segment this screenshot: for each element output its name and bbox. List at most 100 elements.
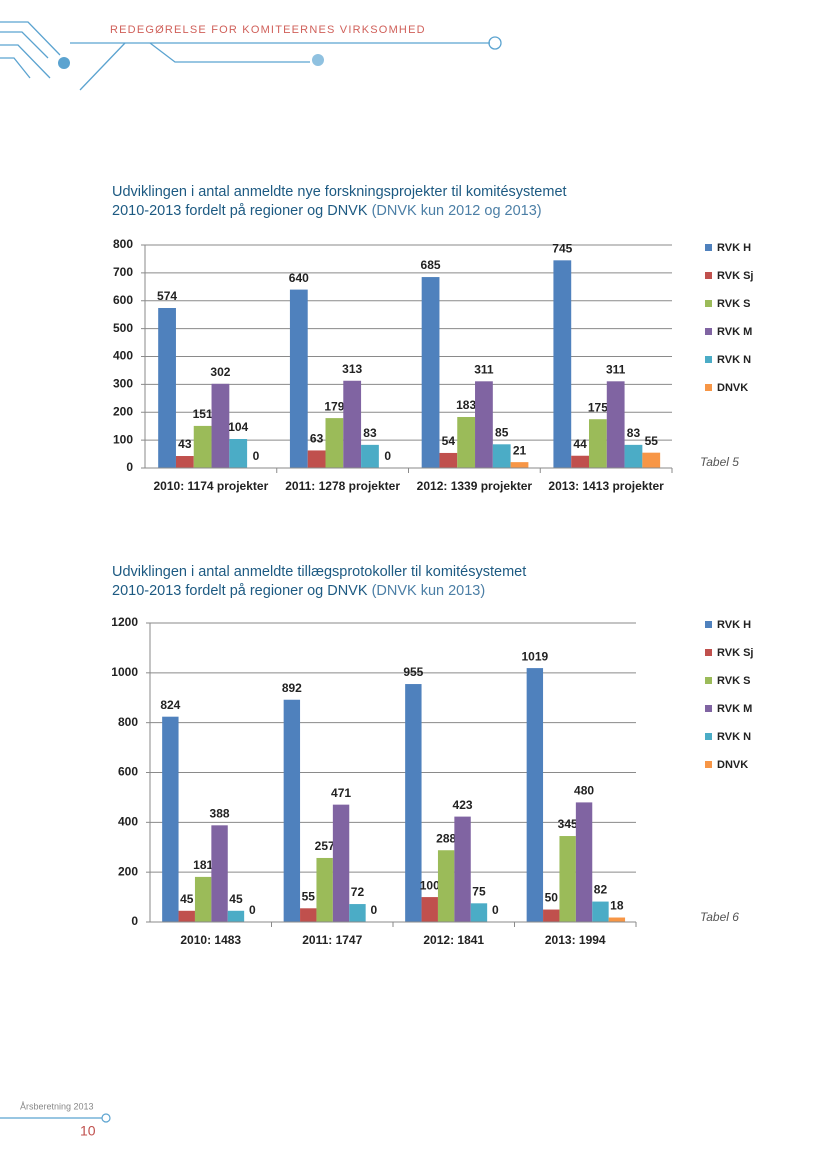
legend-label: RVK N — [717, 731, 751, 743]
data-label: 55 — [645, 434, 659, 448]
legend-swatch — [705, 649, 712, 656]
y-tick-label: 200 — [118, 864, 138, 878]
data-label: 44 — [573, 437, 587, 451]
data-label: 83 — [363, 426, 377, 440]
x-tick-label: 2010: 1483 — [180, 933, 241, 947]
data-label: 45 — [180, 892, 194, 906]
x-tick-label: 2010: 1174 projekter — [154, 479, 269, 493]
bar — [553, 260, 572, 468]
data-label: 0 — [371, 903, 378, 917]
bar — [343, 380, 362, 468]
data-label: 955 — [403, 665, 423, 679]
y-tick-label: 400 — [118, 815, 138, 829]
legend-label: RVK M — [717, 326, 752, 338]
data-label: 480 — [574, 784, 594, 798]
footer-dot — [101, 1113, 111, 1123]
data-label: 75 — [472, 884, 486, 898]
data-label: 0 — [249, 903, 256, 917]
bar — [588, 419, 607, 468]
chart-title: 2010-2013 fordelt på regioner og DNVK (D… — [112, 203, 542, 219]
bar — [470, 903, 488, 922]
data-label: 574 — [157, 289, 177, 303]
bar — [307, 450, 326, 468]
legend-swatch — [705, 356, 712, 363]
legend-label: RVK M — [717, 703, 752, 715]
legend-label: RVK H — [717, 619, 751, 631]
bar — [624, 444, 643, 468]
data-label: 83 — [627, 426, 641, 440]
header-decoration — [0, 21, 502, 91]
legend-label: RVK S — [717, 298, 750, 310]
bar — [454, 816, 471, 922]
bar — [608, 917, 626, 922]
data-label: 175 — [588, 400, 608, 414]
legend-swatch — [705, 272, 712, 279]
x-tick-label: 2013: 1413 projekter — [548, 479, 664, 493]
data-label: 63 — [310, 432, 324, 446]
legend-swatch — [705, 384, 712, 391]
bar — [283, 699, 301, 922]
data-label: 50 — [545, 891, 559, 905]
bar — [316, 857, 333, 922]
bar — [571, 455, 589, 468]
legend-label: RVK Sj — [717, 270, 753, 282]
table-caption: Tabel 5 — [700, 455, 739, 469]
data-label: 151 — [193, 407, 213, 421]
bar — [227, 910, 245, 922]
y-tick-label: 200 — [113, 404, 133, 418]
chart-subtitle: (DNVK kun 2012 og 2013) — [372, 203, 542, 219]
bar — [211, 825, 228, 922]
chart-title-line: 2010-2013 fordelt på regioner og DNVK — [112, 583, 368, 599]
legend-swatch — [705, 733, 712, 740]
legend-label: RVK S — [717, 675, 750, 687]
legend-label: RVK H — [717, 242, 751, 254]
y-tick-label: 600 — [113, 293, 133, 307]
y-tick-label: 100 — [113, 432, 133, 446]
bar — [526, 668, 544, 922]
chart-title-line: Udviklingen i antal anmeldte tillægsprot… — [112, 564, 526, 580]
bar — [475, 381, 493, 468]
data-label: 179 — [324, 399, 344, 413]
x-tick-label: 2013: 1994 — [545, 933, 606, 947]
y-tick-label: 700 — [113, 265, 133, 279]
legend-swatch — [705, 328, 712, 335]
data-label: 388 — [210, 806, 230, 820]
bar — [162, 716, 179, 922]
data-label: 892 — [282, 681, 302, 695]
data-label: 288 — [436, 831, 456, 845]
bar — [421, 277, 440, 468]
data-label: 183 — [456, 398, 476, 412]
legend-label: DNVK — [717, 382, 748, 394]
data-label: 640 — [289, 271, 309, 285]
chart-title: Udviklingen i antal anmeldte tillægsprot… — [112, 564, 526, 580]
bar — [421, 897, 438, 922]
bar — [457, 416, 476, 468]
data-label: 345 — [558, 817, 578, 831]
bar — [559, 836, 576, 922]
data-label: 82 — [594, 883, 608, 897]
data-label: 43 — [178, 437, 192, 451]
bar — [211, 383, 230, 468]
header-dot — [312, 54, 324, 66]
chart-title-line: Udviklingen i antal anmeldte nye forskni… — [112, 184, 567, 200]
bar — [193, 425, 212, 468]
bar — [361, 444, 379, 468]
y-tick-label: 1000 — [111, 665, 138, 679]
legend-label: DNVK — [717, 759, 748, 771]
y-tick-label: 300 — [113, 377, 133, 391]
y-tick-label: 800 — [118, 715, 138, 729]
data-label: 21 — [513, 443, 527, 457]
bar — [158, 307, 176, 468]
chart-title-line: 2010-2013 fordelt på regioner og DNVK — [112, 203, 368, 219]
header-dot — [58, 57, 70, 69]
bar — [492, 444, 511, 468]
y-tick-label: 800 — [113, 237, 133, 251]
data-label: 85 — [495, 425, 509, 439]
bar — [510, 462, 529, 468]
y-tick-label: 0 — [131, 914, 138, 928]
data-label: 311 — [606, 362, 626, 376]
bar — [175, 456, 194, 468]
legend-label: RVK Sj — [717, 647, 753, 659]
data-label: 471 — [331, 786, 351, 800]
